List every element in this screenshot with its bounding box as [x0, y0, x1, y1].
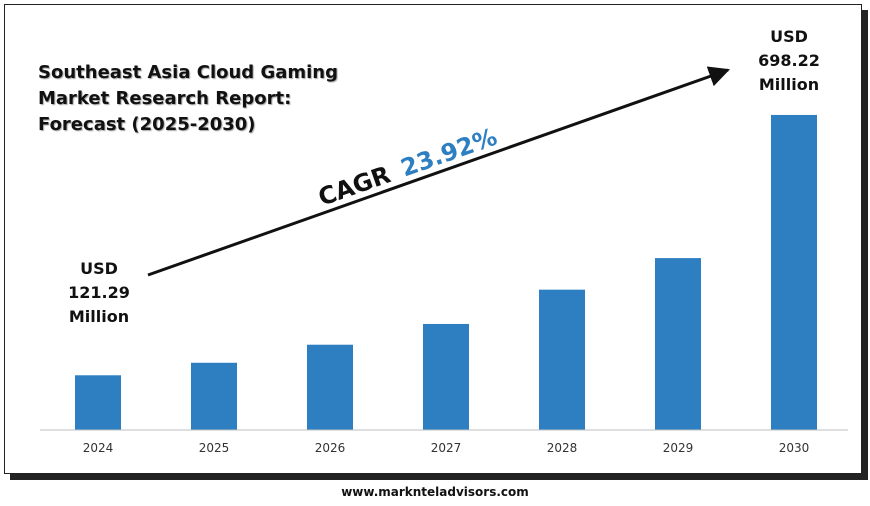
end-label-currency: USD	[770, 27, 808, 46]
title-line-1: Southeast Asia Cloud Gaming	[38, 62, 338, 83]
x-tick-label: 2025	[199, 441, 230, 455]
bar-2030	[771, 114, 817, 430]
ticks-layer: 2024 2025 2026 2027 2028 2029 2030	[83, 441, 810, 455]
x-tick-label: 2028	[547, 441, 578, 455]
x-tick-label: 2026	[315, 441, 346, 455]
start-label-currency: USD	[80, 259, 118, 278]
cagr-value: 23.92%	[397, 123, 501, 183]
start-label-amount: 121.29	[68, 283, 130, 302]
title-line-2: Market Research Report:	[38, 88, 292, 109]
title-line-3: Forecast (2025-2030)	[38, 114, 256, 135]
cagr-arrow	[147, 66, 730, 277]
x-tick-label: 2030	[779, 441, 810, 455]
x-tick-label: 2027	[431, 441, 462, 455]
cagr-text: CAGR 23.92%	[315, 123, 501, 212]
end-label-amount: 698.22	[758, 51, 820, 70]
start-label-unit: Million	[69, 307, 129, 326]
bar-2028	[539, 289, 585, 430]
x-tick-label: 2024	[83, 441, 114, 455]
cagr-label: CAGR	[315, 160, 394, 211]
bar-2029	[655, 258, 701, 430]
bar-2025	[191, 362, 237, 430]
footer-url: www.marknteladvisors.com	[341, 485, 529, 499]
end-label-unit: Million	[759, 75, 819, 94]
bar-2024	[75, 375, 121, 430]
bar-2027	[423, 323, 469, 430]
bars-layer	[75, 114, 817, 430]
x-tick-label: 2029	[663, 441, 694, 455]
chart-title: Southeast Asia Cloud Gaming Market Resea…	[38, 60, 338, 138]
bar-2026	[307, 344, 353, 430]
